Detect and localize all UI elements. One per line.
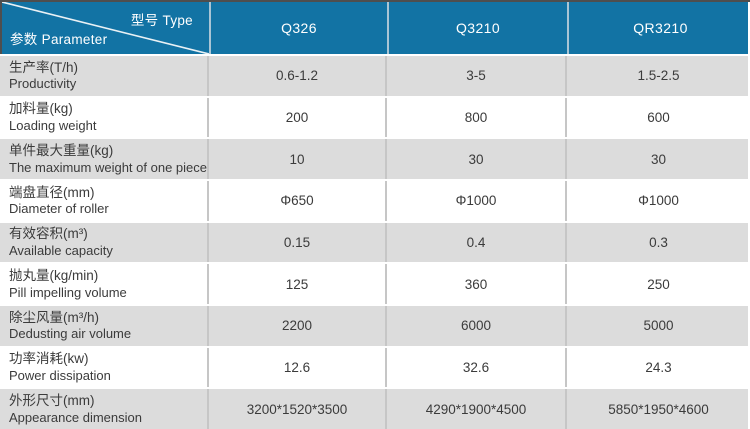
param-label-cn: 单件最大重量(kg) xyxy=(9,142,114,158)
param-cell: 生产率(T/h) Productivity xyxy=(0,56,207,96)
param-label-en: Available capacity xyxy=(9,242,113,258)
param-cell: 抛丸量(kg/min) Pill impelling volume xyxy=(0,264,207,304)
param-label-cn: 外形尺寸(mm) xyxy=(9,392,95,408)
param-cell: 有效容积(m³) Available capacity xyxy=(0,223,207,263)
param-label-cn: 除尘风量(m³/h) xyxy=(9,309,99,325)
table-row-available-capacity: 有效容积(m³) Available capacity 0.15 0.4 0.3 xyxy=(0,220,750,263)
value-cell: 3-5 xyxy=(385,56,565,96)
param-label-en: Loading weight xyxy=(9,117,97,133)
diagonal-divider-line xyxy=(2,2,209,54)
param-label-cn: 功率消耗(kw) xyxy=(9,351,89,367)
table-row-max-piece-weight: 单件最大重量(kg) The maximum weight of one pie… xyxy=(0,137,750,180)
value-cell: 6000 xyxy=(385,306,565,346)
param-label-en: Productivity xyxy=(9,76,77,92)
table-row-roller-diameter: 端盘直径(mm) Diameter of roller Φ650 Φ1000 Φ… xyxy=(0,179,750,221)
value-cell: 32.6 xyxy=(385,347,565,388)
value-cell: 5850*1950*4600 xyxy=(565,389,750,429)
value-cell: 4290*1900*4500 xyxy=(385,389,565,429)
param-label-en: Pill impelling volume xyxy=(9,284,127,300)
param-cell: 单件最大重量(kg) The maximum weight of one pie… xyxy=(0,139,207,179)
param-cell: 外形尺寸(mm) Appearance dimension xyxy=(0,389,207,429)
param-label-cn: 抛丸量(kg/min) xyxy=(9,267,99,283)
param-cell: 加料量(kg) Loading weight xyxy=(0,98,207,138)
param-label-cn: 端盘直径(mm) xyxy=(9,184,95,200)
table-row-dedusting-air-volume: 除尘风量(m³/h) Dedusting air volume 2200 600… xyxy=(0,304,750,346)
param-cell: 端盘直径(mm) Diameter of roller xyxy=(0,181,207,221)
table-row-appearance-dimension: 外形尺寸(mm) Appearance dimension 3200*1520*… xyxy=(0,387,750,429)
column-header-q3210: Q3210 xyxy=(387,2,567,54)
table-right-edge xyxy=(748,2,750,429)
table-header-row: 型号 Type 参数 Parameter Q326 Q3210 QR3210 xyxy=(0,2,750,54)
value-cell: 0.6-1.2 xyxy=(207,56,385,96)
value-cell: 10 xyxy=(207,139,385,180)
diagonal-corner-cell: 型号 Type 参数 Parameter xyxy=(2,2,209,54)
value-cell: 800 xyxy=(385,97,565,138)
value-cell: 0.4 xyxy=(385,222,565,263)
value-cell: 200 xyxy=(207,97,385,138)
param-label-en: Appearance dimension xyxy=(9,409,142,425)
value-cell: 30 xyxy=(385,139,565,180)
table-row-productivity: 生产率(T/h) Productivity 0.6-1.2 3-5 1.5-2.… xyxy=(0,54,750,96)
corner-label-type: 型号 Type xyxy=(130,13,193,28)
param-label-cn: 加料量(kg) xyxy=(9,101,73,117)
value-cell: 125 xyxy=(207,264,385,305)
param-label-en: Power dissipation xyxy=(9,367,111,383)
value-cell: 12.6 xyxy=(207,347,385,388)
value-cell: 600 xyxy=(565,97,750,138)
value-cell: 360 xyxy=(385,264,565,305)
param-label-cn: 有效容积(m³) xyxy=(9,226,88,242)
value-cell: 24.3 xyxy=(565,347,750,388)
value-cell: 2200 xyxy=(207,306,385,346)
value-cell: 3200*1520*3500 xyxy=(207,389,385,429)
column-header-qr3210: QR3210 xyxy=(567,2,750,54)
table-row-pill-impelling-volume: 抛丸量(kg/min) Pill impelling volume 125 36… xyxy=(0,262,750,305)
param-label-cn: 生产率(T/h) xyxy=(9,59,78,75)
param-label-en: Dedusting air volume xyxy=(9,326,132,342)
param-cell: 功率消耗(kw) Power dissipation xyxy=(0,348,207,388)
value-cell: 1.5-2.5 xyxy=(565,56,750,96)
table-body: 生产率(T/h) Productivity 0.6-1.2 3-5 1.5-2.… xyxy=(0,54,750,429)
value-cell: Φ650 xyxy=(207,181,385,221)
value-cell: 0.15 xyxy=(207,222,385,263)
param-label-en: The maximum weight of one piece xyxy=(9,159,207,175)
table-row-loading-weight: 加料量(kg) Loading weight 200 800 600 xyxy=(0,95,750,138)
table-row-power-dissipation: 功率消耗(kw) Power dissipation 12.6 32.6 24.… xyxy=(0,345,750,388)
corner-label-parameter: 参数 Parameter xyxy=(10,32,108,47)
param-cell: 除尘风量(m³/h) Dedusting air volume xyxy=(0,306,207,346)
value-cell: 30 xyxy=(565,139,750,180)
value-cell: Φ1000 xyxy=(385,181,565,221)
value-cell: Φ1000 xyxy=(565,181,750,221)
value-cell: 250 xyxy=(565,264,750,305)
column-header-q326: Q326 xyxy=(209,2,387,54)
param-label-en: Diameter of roller xyxy=(9,201,109,217)
value-cell: 0.3 xyxy=(565,222,750,263)
value-cell: 5000 xyxy=(565,306,750,346)
